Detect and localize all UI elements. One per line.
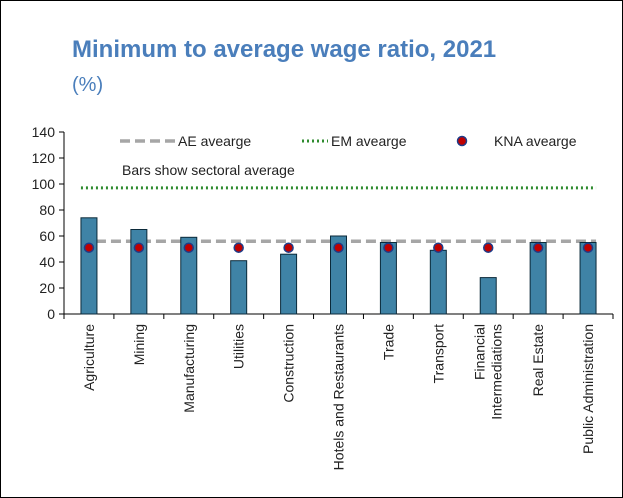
legend-kna-label: KNA avearge <box>494 133 577 149</box>
kna-marker-0 <box>83 242 95 253</box>
reference-lines <box>80 186 597 243</box>
category-label: Agriculture <box>81 324 97 391</box>
y-tick-label: 120 <box>32 150 56 166</box>
category-label: Public Administration <box>580 324 596 454</box>
legend-em-label: EM avearge <box>331 133 407 149</box>
bar-9 <box>529 242 547 315</box>
category-label: Trade <box>380 324 396 360</box>
bar-5 <box>330 235 347 315</box>
bars-annotation: Bars show sectoral average <box>122 162 295 178</box>
kna-marker-2 <box>183 242 195 253</box>
category-label: Construction <box>281 324 297 403</box>
category-label: Manufacturing <box>181 324 197 413</box>
category-label: Real Estate <box>530 324 546 397</box>
y-tick-label: 100 <box>32 176 56 192</box>
bar-8 <box>479 277 497 315</box>
category-label: Utilities <box>231 324 247 369</box>
bar-1 <box>130 229 148 315</box>
chart-title: Minimum to average wage ratio, 2021 <box>72 36 497 63</box>
kna-marker-8 <box>482 242 494 253</box>
kna-marker-9 <box>532 242 544 253</box>
category-label: Intermediations <box>489 324 505 420</box>
bar-3 <box>230 260 248 315</box>
y-tick-label: 140 <box>32 124 56 140</box>
category-label: Financial <box>472 324 488 380</box>
y-tick-label: 80 <box>39 202 55 218</box>
y-tick-label: 0 <box>47 306 55 322</box>
bar-6 <box>379 242 397 315</box>
chart-subtitle: (%) <box>72 74 104 96</box>
category-labels: Agriculture Mining Manufacturing Utilities C… <box>81 324 596 471</box>
legend: AE avearge EM avearge KNA avearge <box>120 133 577 149</box>
bar-4 <box>280 253 298 315</box>
bar-0 <box>80 217 98 315</box>
bar-10 <box>579 242 597 315</box>
legend-kna-swatch <box>456 135 468 147</box>
y-axis: 0 20 40 60 80 100 120 140 <box>32 124 614 322</box>
category-label: Hotels and Restaurants <box>331 324 347 470</box>
kna-marker-3 <box>233 242 244 253</box>
kna-markers <box>83 242 594 253</box>
bar-7 <box>429 249 447 315</box>
kna-marker-7 <box>433 242 444 253</box>
kna-marker-1 <box>133 242 145 253</box>
y-tick-label: 40 <box>39 254 55 270</box>
legend-ae-label: AE avearge <box>178 133 251 149</box>
category-label: Transport <box>430 324 446 384</box>
kna-marker-5 <box>333 242 344 253</box>
kna-marker-10 <box>582 242 594 253</box>
bar-2 <box>180 236 198 315</box>
kna-marker-4 <box>283 242 294 253</box>
y-tick-label: 20 <box>39 280 55 296</box>
y-tick-label: 60 <box>39 228 55 244</box>
category-label: Mining <box>131 324 147 365</box>
kna-marker-6 <box>383 242 394 253</box>
bars <box>80 217 597 315</box>
